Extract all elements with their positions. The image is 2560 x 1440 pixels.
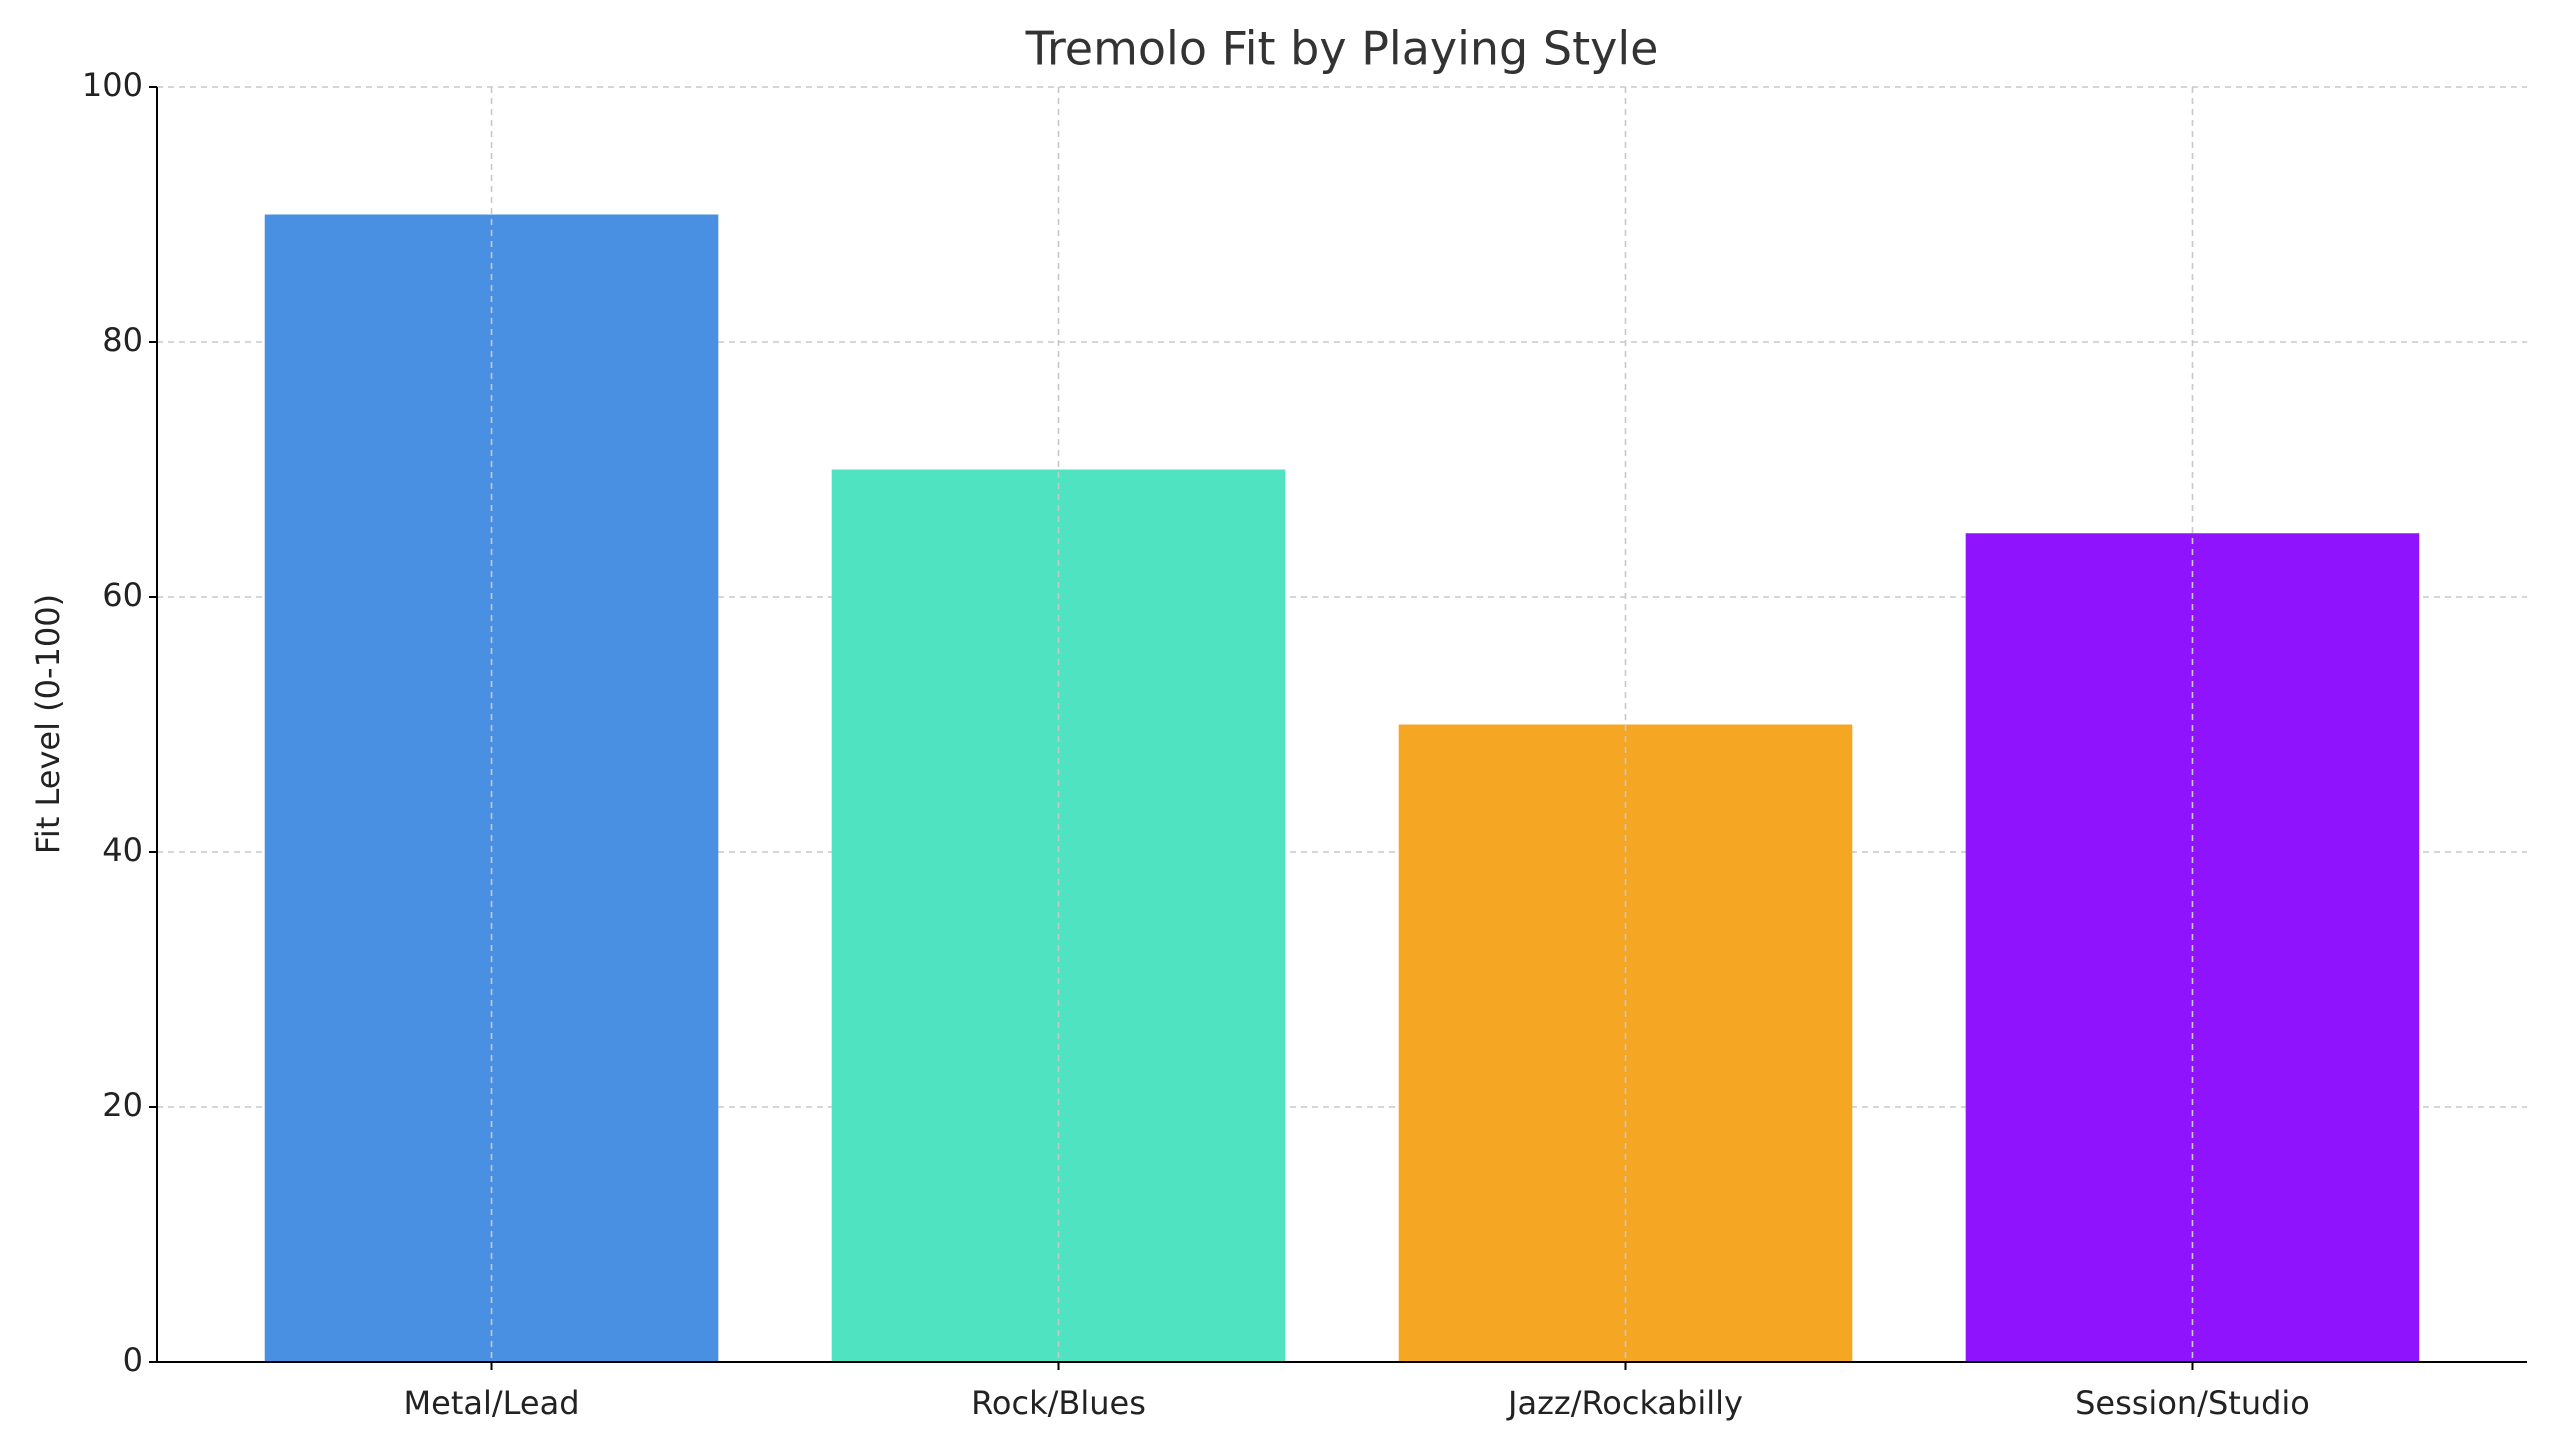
x-tick-label: Rock/Blues — [971, 1384, 1146, 1422]
x-tick-label: Metal/Lead — [404, 1384, 580, 1422]
x-tick-label: Jazz/Rockabilly — [1506, 1384, 1743, 1422]
y-tick-label: 60 — [102, 576, 143, 614]
y-axis-label: Fit Level (0-100) — [29, 594, 67, 854]
y-tick-label: 0 — [123, 1341, 143, 1379]
y-tick-label: 100 — [82, 66, 143, 104]
x-tick-label: Session/Studio — [2075, 1384, 2310, 1422]
y-tick-label: 40 — [102, 831, 143, 869]
y-tick-label: 20 — [102, 1086, 143, 1124]
y-tick-label: 80 — [102, 321, 143, 359]
chart-title: Tremolo Fit by Playing Style — [1025, 22, 1659, 76]
